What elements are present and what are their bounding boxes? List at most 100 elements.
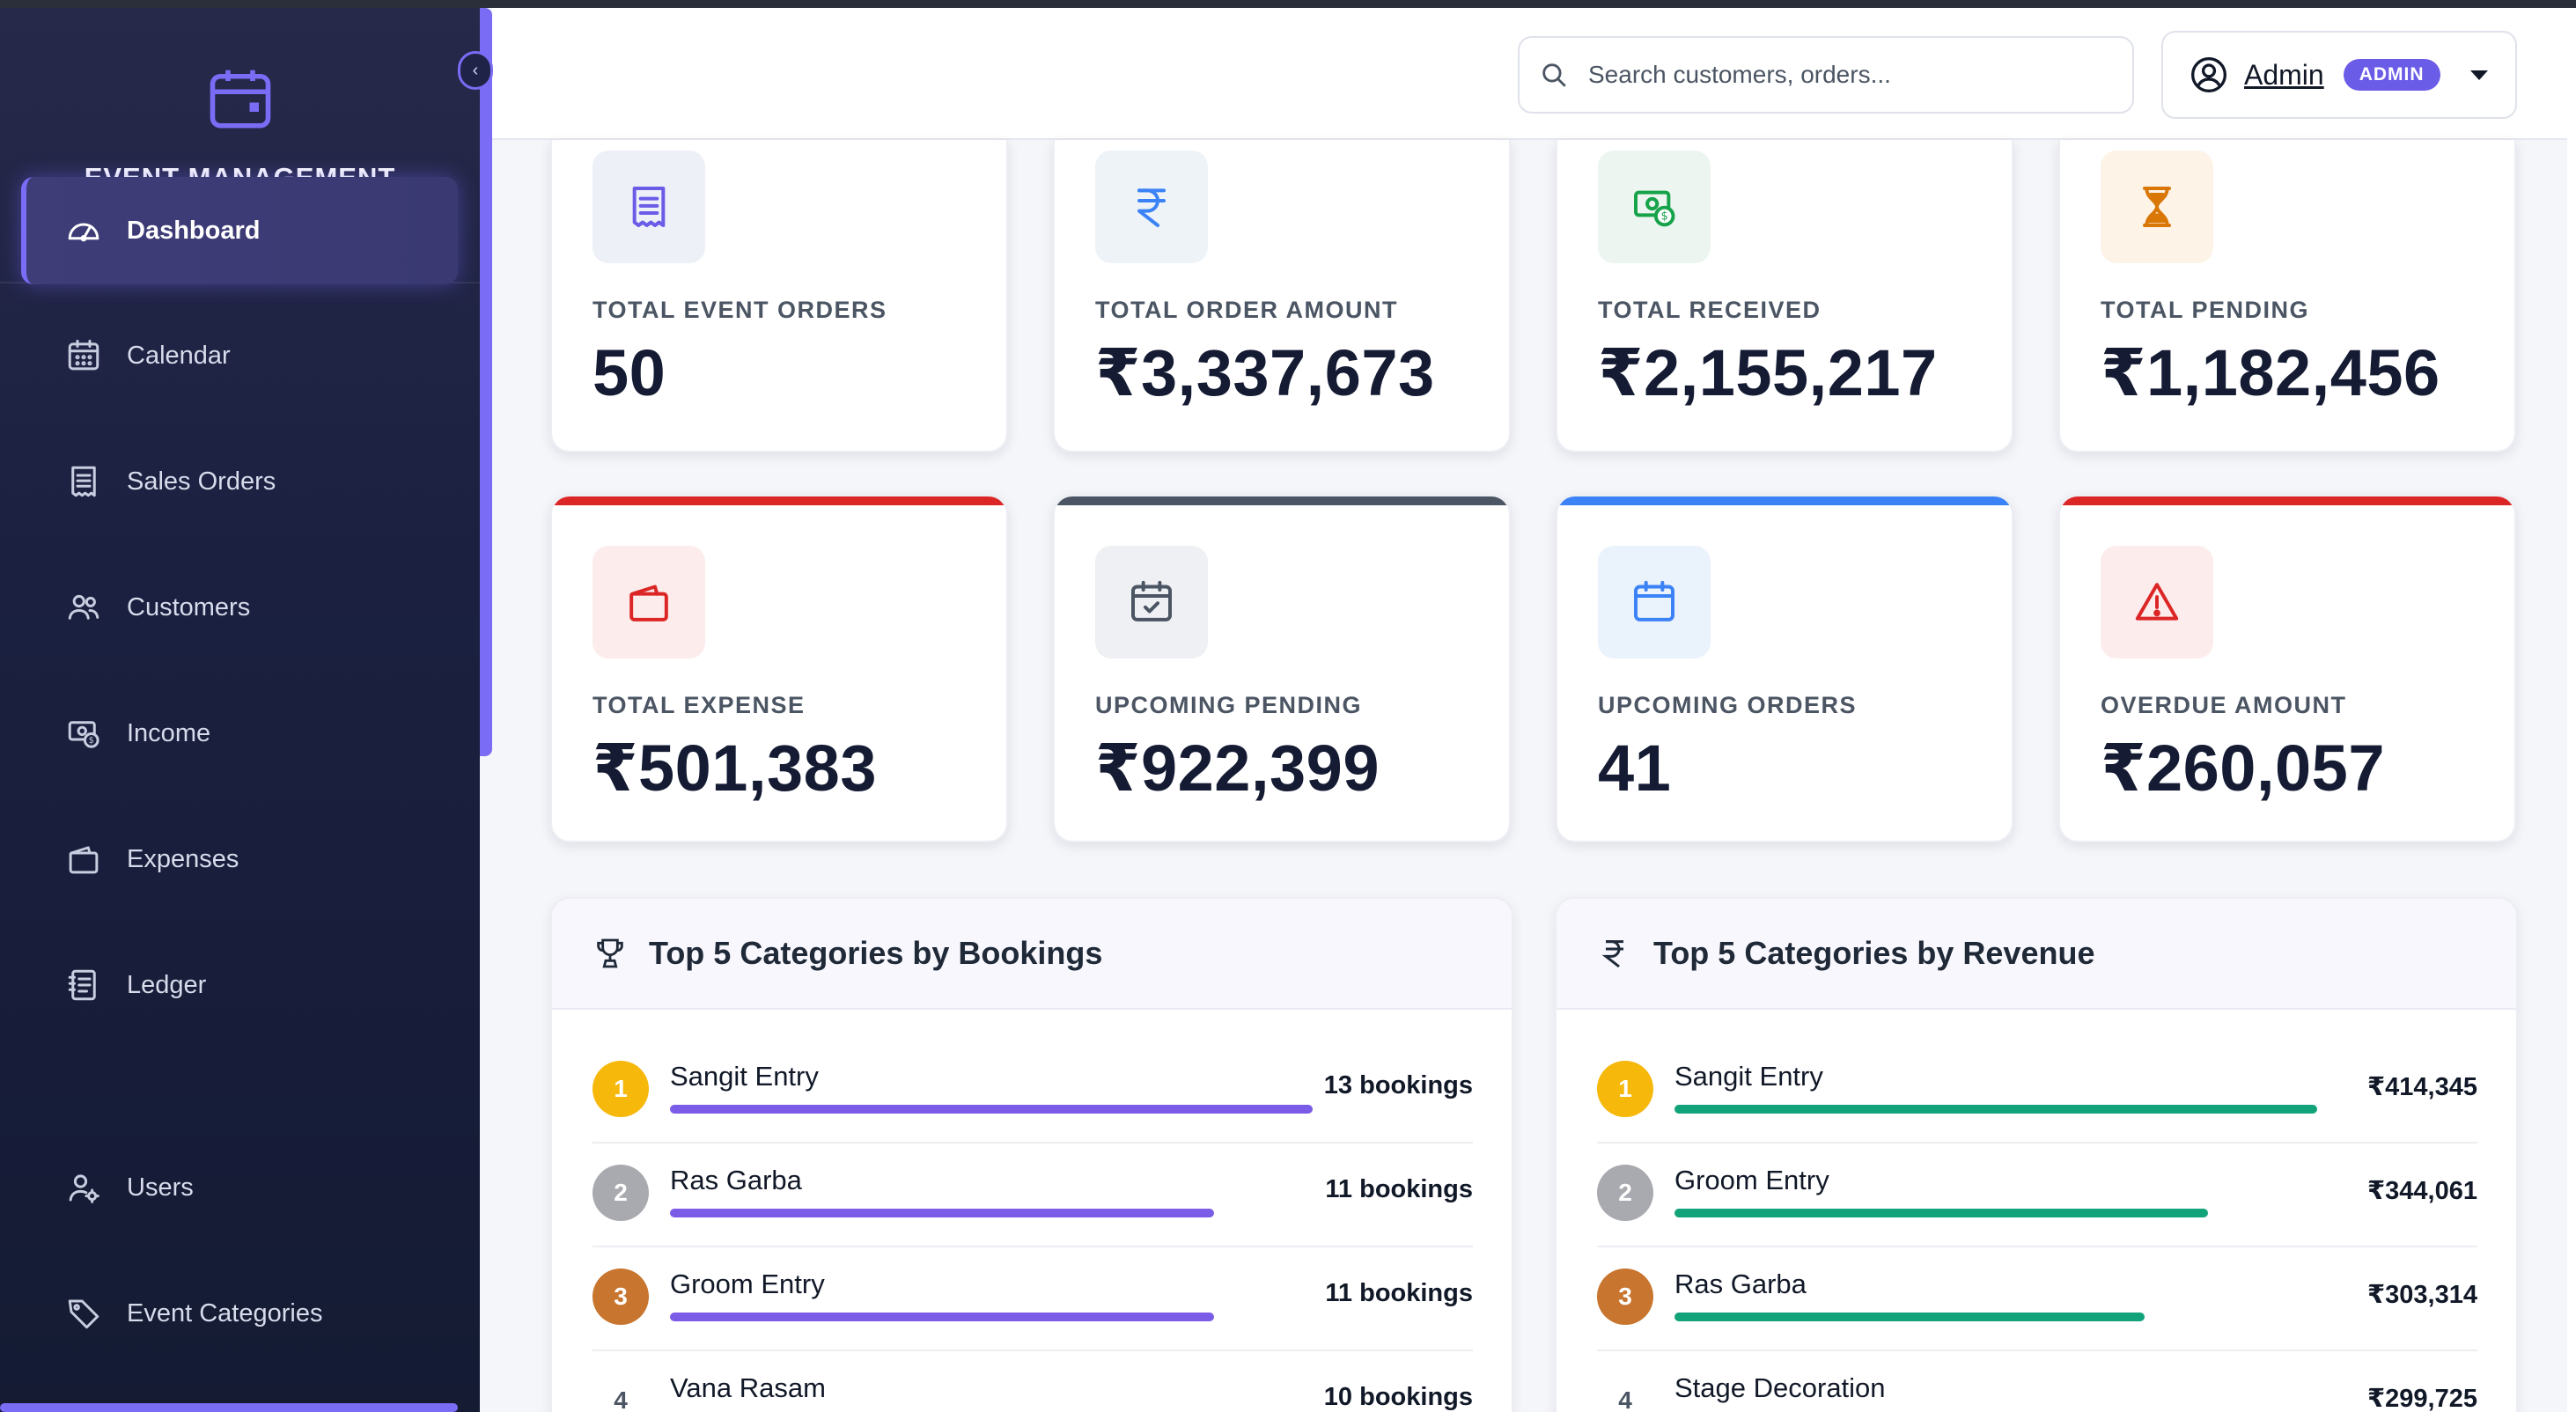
stat-value: ₹501,383 (592, 732, 877, 805)
stat-value: ₹260,057 (2101, 732, 2385, 805)
card-accent-bar (552, 496, 1006, 505)
stat-card-total-expense[interactable]: TOTAL EXPENSE ₹501,383 (550, 495, 1008, 842)
sidebar-item-label: Event Categories (127, 1298, 323, 1327)
cash-coin-icon: $ (1634, 190, 1675, 227)
stat-card-total-event-orders[interactable]: TOTAL EVENT ORDERS 50 (550, 140, 1008, 452)
user-menu[interactable]: Admin ADMIN (2161, 31, 2517, 119)
search-box[interactable] (1518, 36, 2134, 114)
stat-value: 50 (592, 336, 666, 409)
list-item[interactable]: 4 Stage Decoration ₹299,725 (1597, 1351, 2477, 1412)
progress-bar (1674, 1209, 2208, 1217)
category-value: ₹414,345 (2366, 1073, 2477, 1101)
bookings-panel-header: Top 5 Categories by Bookings (552, 899, 1512, 1010)
hourglass-icon (2143, 187, 2171, 227)
user-circle-icon (2191, 57, 2226, 92)
sidebar-scrollbar[interactable] (480, 8, 492, 756)
journal-icon (68, 969, 96, 1001)
list-item[interactable]: 1 Sangit Entry ₹414,345 (1597, 1040, 2477, 1144)
rank-badge: 1 (592, 1061, 649, 1117)
stat-card-upcoming-pending[interactable]: UPCOMING PENDING ₹922,399 (1053, 495, 1511, 842)
sidebar-item-users[interactable]: Users (21, 1134, 458, 1241)
rank-badge: 3 (592, 1269, 649, 1325)
progress-bar (1674, 1105, 2317, 1114)
revenue-panel: Top 5 Categories by Revenue 1 Sangit Entr… (1555, 897, 2518, 1412)
svg-text:$: $ (89, 736, 94, 746)
progress-bar (670, 1313, 1214, 1321)
receipt-icon (632, 187, 666, 227)
rank-badge: 3 (1597, 1269, 1653, 1325)
sidebar-item-calendar[interactable]: Calendar (21, 302, 458, 409)
stat-card-total-received[interactable]: $ TOTAL RECEIVED ₹2,155,217 (1556, 140, 2013, 452)
rupee-icon (1137, 188, 1166, 227)
list-item[interactable]: 3 Ras Garba ₹303,314 (1597, 1247, 2477, 1351)
sidebar: EVENT MANAGEMENT SYSTEM DashboardCalenda… (0, 8, 480, 1412)
card-accent-bar (1055, 496, 1509, 505)
stat-value: ₹1,182,456 (2101, 336, 2440, 409)
sidebar-item-income[interactable]: $ Income (21, 680, 458, 787)
stat-card-upcoming-orders[interactable]: UPCOMING ORDERS 41 (1556, 495, 2013, 842)
wallet-icon (69, 846, 99, 874)
sidebar-item-expenses[interactable]: Expenses (21, 805, 458, 913)
tags-icon (68, 1299, 99, 1329)
wallet-icon (629, 585, 668, 621)
category-name: Vana Rasam (670, 1372, 826, 1403)
sidebar-collapse-button[interactable]: ‹ (458, 51, 493, 90)
stat-label: OVERDUE AMOUNT (2101, 692, 2347, 718)
list-item[interactable]: 2 Groom Entry ₹344,061 (1597, 1144, 2477, 1247)
sidebar-item-label: Ledger (127, 970, 207, 999)
search-icon (1542, 63, 1566, 87)
progress-bar (1674, 1313, 2145, 1321)
progress-bar (670, 1105, 1313, 1114)
category-value: 10 bookings (1323, 1383, 1473, 1411)
user-gear-icon (69, 1174, 99, 1203)
rank-badge: 2 (592, 1165, 649, 1221)
search-input[interactable] (1588, 61, 2081, 89)
list-item[interactable]: 3 Groom Entry 11 bookings (592, 1247, 1473, 1351)
category-value: 11 bookings (1325, 1175, 1473, 1203)
revenue-panel-title: Top 5 Categories by Revenue (1653, 935, 2095, 971)
stat-value: ₹3,337,673 (1095, 336, 1435, 409)
user-name[interactable]: Admin (2244, 58, 2324, 91)
sidebar-item-label: Users (127, 1173, 194, 1202)
stat-card-overdue-amount[interactable]: OVERDUE AMOUNT ₹260,057 (2058, 495, 2516, 842)
category-name: Ras Garba (1674, 1269, 1807, 1299)
sidebar-item-dashboard[interactable]: Dashboard (21, 177, 458, 284)
category-name: Sangit Entry (1674, 1061, 1823, 1092)
category-name: Ras Garba (670, 1165, 802, 1195)
calendar-logo-icon (210, 70, 270, 129)
category-name: Stage Decoration (1674, 1372, 1886, 1403)
calendar-icon (1634, 580, 1674, 621)
stat-label: TOTAL EVENT ORDERS (592, 297, 887, 323)
sidebar-item-ledger[interactable]: Ledger (21, 931, 458, 1039)
stat-value: 41 (1598, 732, 1672, 805)
rank-badge: 1 (1597, 1061, 1653, 1117)
window-top-edge (0, 0, 2576, 8)
category-value: 11 bookings (1325, 1279, 1473, 1307)
sidebar-horizontal-scrollbar[interactable] (0, 1403, 458, 1412)
category-name: Groom Entry (1674, 1165, 1829, 1195)
stat-value: ₹2,155,217 (1598, 336, 1938, 409)
stat-label: TOTAL PENDING (2101, 297, 2310, 323)
sidebar-item-customers[interactable]: Customers (21, 554, 458, 661)
sidebar-item-sales-orders[interactable]: Sales Orders (21, 428, 458, 535)
rupee-icon (1601, 940, 1623, 968)
svg-text:$: $ (1661, 210, 1668, 224)
gauge-icon (68, 223, 99, 242)
list-item[interactable]: 2 Ras Garba 11 bookings (592, 1144, 1473, 1247)
sidebar-item-label: Sales Orders (127, 467, 276, 496)
sidebar-item-label: Customers (127, 592, 251, 621)
list-item[interactable]: 4 Vana Rasam 10 bookings (592, 1351, 1473, 1412)
stat-icon-tile (1095, 546, 1208, 658)
list-item[interactable]: 1 Sangit Entry 13 bookings (592, 1040, 1473, 1144)
stat-icon-tile (592, 151, 705, 263)
stat-icon-tile (2101, 151, 2213, 263)
stat-label: UPCOMING PENDING (1095, 692, 1363, 718)
stat-card-total-pending[interactable]: TOTAL PENDING ₹1,182,456 (2058, 140, 2516, 452)
trophy-icon (597, 938, 623, 968)
stat-card-total-order-amount[interactable]: TOTAL ORDER AMOUNT ₹3,337,673 (1053, 140, 1511, 452)
category-value: 13 bookings (1323, 1071, 1473, 1099)
chevron-down-icon[interactable] (2469, 70, 2488, 80)
category-name: Sangit Entry (670, 1061, 819, 1092)
sidebar-item-event-categories[interactable]: Event Categories (21, 1260, 458, 1367)
cash-icon: $ (68, 721, 99, 748)
